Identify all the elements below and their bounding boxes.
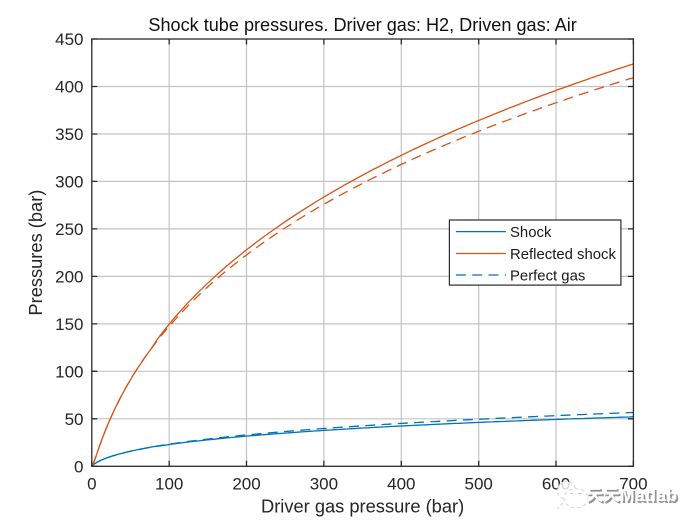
svg-text:Matlab: Matlab (622, 487, 680, 507)
svg-text:400: 400 (55, 78, 83, 97)
svg-text:Shock: Shock (510, 225, 552, 241)
svg-text:Shock tube pressures. Driver g: Shock tube pressures. Driver gas: H2, Dr… (148, 15, 576, 35)
svg-text:0: 0 (87, 475, 96, 494)
svg-text:250: 250 (55, 220, 83, 239)
svg-text:450: 450 (55, 30, 83, 49)
svg-text:Matlab: Matlab (620, 485, 678, 505)
svg-text:100: 100 (155, 475, 183, 494)
svg-text:200: 200 (232, 475, 260, 494)
svg-text:Driver gas pressure (bar): Driver gas pressure (bar) (261, 496, 464, 517)
svg-text:500: 500 (465, 475, 493, 494)
svg-text:350: 350 (55, 125, 83, 144)
svg-text:Perfect gas: Perfect gas (510, 268, 585, 284)
svg-text:300: 300 (310, 475, 338, 494)
svg-text:0: 0 (74, 457, 83, 476)
svg-text:300: 300 (55, 172, 83, 191)
svg-text:100: 100 (55, 362, 83, 381)
svg-text:50: 50 (65, 410, 84, 429)
svg-text:700: 700 (619, 475, 647, 494)
svg-text:200: 200 (55, 267, 83, 286)
svg-text:Reflected shock: Reflected shock (510, 247, 616, 263)
svg-text:400: 400 (387, 475, 415, 494)
svg-text:Pressures (bar): Pressures (bar) (25, 190, 46, 316)
svg-text:150: 150 (55, 315, 83, 334)
